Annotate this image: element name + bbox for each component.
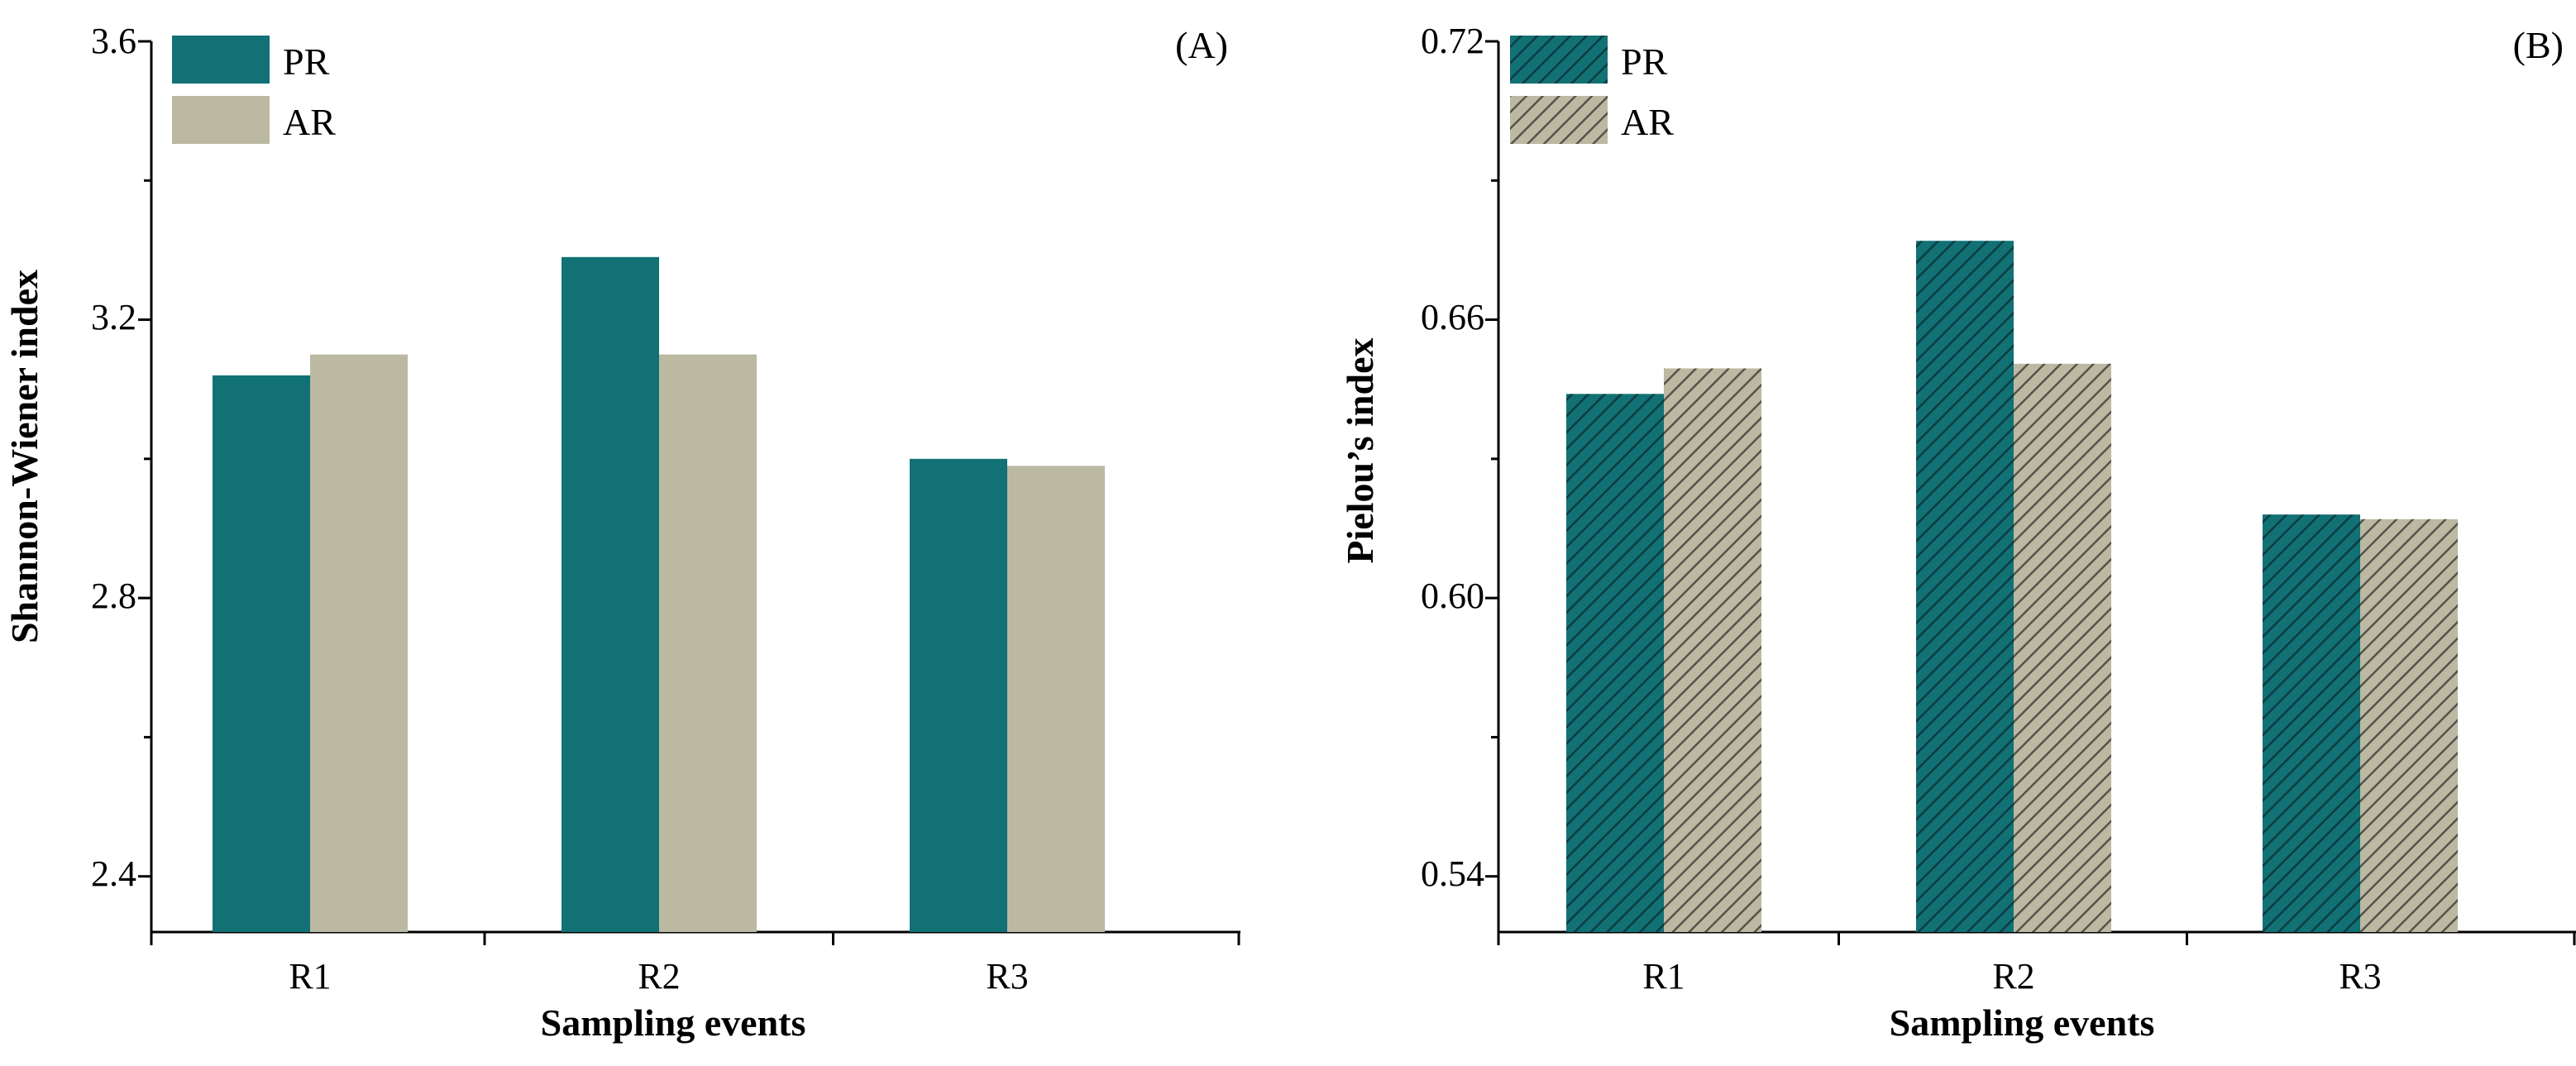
panel-b-bar-ar-r1	[1664, 368, 1761, 932]
panel-b-y-tick-label-2: 0.66	[1421, 297, 1484, 337]
panel-b-chart: R1 R2 R3 0.54 0.60 0.66 0.72 Sampling ev…	[1339, 21, 2576, 1044]
panel-a-legend: PR AR	[172, 36, 336, 144]
panel-a-legend-label-pr: PR	[283, 41, 330, 83]
panel-a-legend-swatch-pr	[172, 36, 270, 84]
panel-b-legend-swatch-pr	[1510, 36, 1608, 84]
panel-b-y-axis-title: Pielou’s index	[1339, 337, 1381, 563]
panel-a-bar-pr-r3	[910, 458, 1007, 932]
panel-b-bar-pr-r1	[1566, 394, 1664, 932]
panel-a-chart: R1 R2 R3 2.4 2.8 3.2 3.6 Sampling events…	[3, 21, 1240, 1044]
panel-b-bar-ar-r2	[2014, 363, 2111, 932]
panel-a-bar-pr-r2	[562, 256, 659, 932]
panel-a-y-ticks	[138, 40, 151, 878]
panel-b-legend-label-pr: PR	[1621, 41, 1668, 83]
panel-a-bar-pr-r1	[213, 375, 310, 932]
panel-b-legend-swatch-ar	[1510, 96, 1608, 144]
panel-b-bars	[1566, 241, 2458, 932]
panel-a-x-tick-r1: R1	[289, 956, 331, 997]
panel-a-panel-label: (A)	[1175, 24, 1228, 66]
panel-a-bar-ar-r1	[310, 354, 408, 932]
panel-b-bar-pr-r2	[1916, 241, 2014, 932]
panel-a-legend-swatch-ar	[172, 96, 270, 144]
panel-a-y-tick-label-0: 2.4	[91, 853, 136, 894]
panel-b-x-tick-r3: R3	[2339, 956, 2381, 997]
panel-b-bar-pr-r3	[2263, 514, 2360, 932]
panel-b-y-ticks	[1485, 40, 1498, 878]
panel-a-y-tick-label-1: 2.8	[91, 576, 136, 616]
panel-b-x-tick-r1: R1	[1642, 956, 1685, 997]
panel-a-bars	[213, 256, 1105, 932]
panel-a-legend-label-ar: AR	[283, 101, 336, 143]
panel-b-y-tick-label-1: 0.60	[1421, 576, 1484, 616]
panel-b-x-axis-title: Sampling events	[1890, 1001, 2155, 1044]
panel-a-y-tick-label-2: 3.2	[91, 297, 136, 337]
panel-a-x-axis-title: Sampling events	[541, 1001, 806, 1044]
panel-a-y-axis-title: Shannon-Wiener index	[3, 270, 45, 643]
panel-a-x-tick-r3: R3	[986, 956, 1028, 997]
panel-a-y-tick-label-3: 3.6	[91, 21, 136, 61]
panel-b-legend: PR AR	[1510, 36, 1674, 144]
panel-b-x-ticks	[1497, 932, 2576, 945]
panel-a-x-tick-r2: R2	[638, 956, 680, 997]
panel-b-y-tick-label-3: 0.72	[1421, 21, 1484, 61]
panel-a-x-ticks	[150, 932, 1240, 945]
panel-b-bar-ar-r3	[2360, 519, 2458, 932]
panel-b-panel-label: (B)	[2513, 24, 2564, 66]
panel-a-bar-ar-r2	[659, 354, 757, 932]
panel-b-x-tick-r2: R2	[1992, 956, 2034, 997]
panel-b-legend-label-ar: AR	[1621, 101, 1674, 143]
panel-a-bar-ar-r3	[1007, 466, 1105, 932]
panel-b-y-tick-label-0: 0.54	[1421, 853, 1484, 894]
